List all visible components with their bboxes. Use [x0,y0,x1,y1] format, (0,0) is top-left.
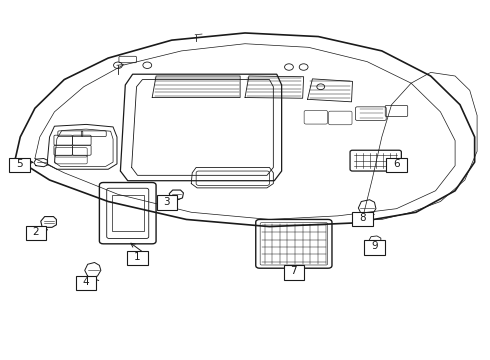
FancyBboxPatch shape [364,240,385,255]
Text: 9: 9 [371,241,378,251]
Text: 1: 1 [134,252,141,262]
Text: 5: 5 [16,159,23,169]
FancyBboxPatch shape [352,212,372,226]
Text: 3: 3 [164,197,170,207]
FancyBboxPatch shape [127,251,148,265]
FancyBboxPatch shape [157,195,177,210]
FancyBboxPatch shape [9,158,29,172]
FancyBboxPatch shape [386,158,407,172]
Bar [112,195,144,231]
Text: 2: 2 [32,227,39,237]
FancyBboxPatch shape [76,276,97,291]
Text: 8: 8 [359,213,366,222]
Text: 4: 4 [83,277,90,287]
FancyBboxPatch shape [284,265,304,280]
FancyBboxPatch shape [25,226,46,240]
Text: 7: 7 [291,266,297,276]
Text: 6: 6 [393,159,400,169]
